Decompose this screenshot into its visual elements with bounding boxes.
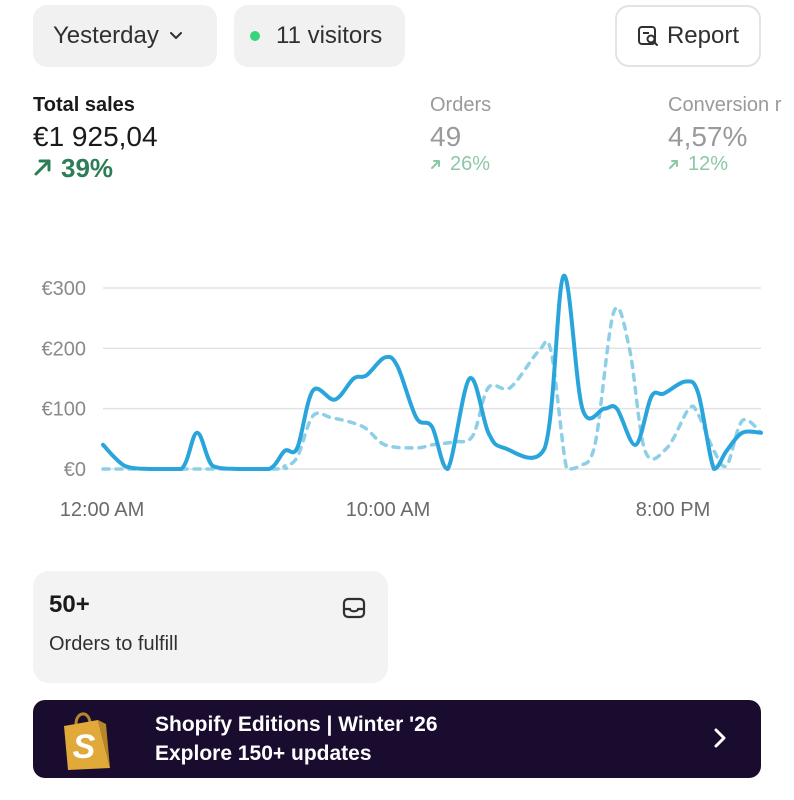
y-tick-label: €200	[42, 338, 87, 360]
live-status-dot	[250, 31, 260, 41]
report-label: Report	[666, 22, 740, 49]
metric-label: Orders	[430, 94, 492, 116]
y-tick-label: €300	[42, 278, 87, 300]
report-button[interactable]: Report	[615, 5, 761, 67]
metric-change-value: 26%	[450, 153, 491, 175]
shopify-editions-banner[interactable]: S Shopify Editions | Winter '26 Explore …	[33, 700, 761, 778]
metric-change-value: 39%	[61, 153, 114, 183]
x-tick-label: 8:00 PM	[636, 499, 710, 521]
metric-orders[interactable]: Orders 49 26%	[430, 94, 491, 176]
svg-text:S: S	[73, 728, 96, 766]
metric-value: €1 925,04	[33, 121, 158, 152]
arrow-up-right-icon	[668, 153, 680, 176]
metric-label: Total sales	[33, 94, 135, 116]
y-tick-label: €0	[64, 459, 86, 481]
metric-change: 12%	[668, 153, 781, 176]
metric-conversion[interactable]: Conversion r 4,57% 12%	[668, 94, 781, 176]
sales-line-chart: €300 €200 €100 €0 12:00 AM 10:00 AM 8:00 PM	[42, 273, 763, 521]
x-tick-label: 12:00 AM	[60, 499, 145, 521]
metric-change-value: 12%	[688, 153, 729, 175]
comparison-series-line	[101, 305, 763, 471]
chevron-right-icon[interactable]	[713, 726, 727, 755]
visitors-label: 11 visitors	[276, 22, 383, 49]
x-tick-label: 10:00 AM	[346, 499, 431, 521]
metric-change: 26%	[430, 153, 491, 176]
inbox-icon	[342, 597, 366, 624]
metric-total-sales[interactable]: Total sales €1 925,04 39%	[33, 94, 158, 184]
chevron-down-icon	[169, 28, 183, 46]
promo-subtitle: Explore 150+ updates	[155, 742, 372, 765]
live-visitors-button[interactable]: 11 visitors	[234, 5, 405, 67]
date-range-dropdown[interactable]: Yesterday	[33, 5, 217, 67]
sales-series-line	[101, 273, 763, 471]
orders-to-fulfill-card[interactable]: 50+ Orders to fulfill	[33, 571, 388, 683]
arrow-up-right-icon	[33, 153, 53, 184]
y-tick-label: €100	[42, 399, 87, 421]
metric-change: 39%	[33, 153, 158, 184]
fulfill-label: Orders to fulfill	[49, 633, 178, 655]
date-range-label: Yesterday	[53, 22, 159, 49]
fulfill-count: 50+	[49, 591, 90, 618]
report-icon	[637, 26, 658, 46]
shopify-bag-logo: S	[58, 708, 116, 777]
promo-title: Shopify Editions | Winter '26	[155, 713, 438, 736]
metric-label: Conversion r	[668, 94, 782, 116]
metric-value: 49	[430, 121, 462, 152]
arrow-up-right-icon	[430, 153, 442, 176]
metric-value: 4,57%	[668, 121, 748, 152]
